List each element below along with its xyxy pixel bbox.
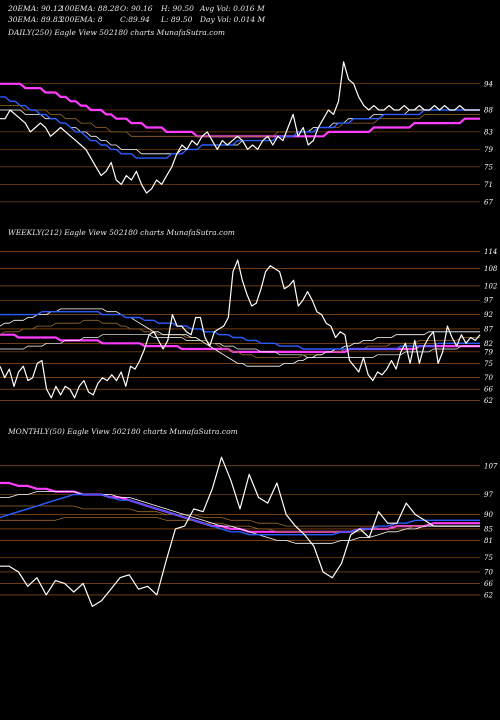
weekly-tick-label-108: 108 <box>484 265 498 273</box>
daily-tick-label-71: 71 <box>484 181 493 189</box>
daily-tick-label-83: 83 <box>484 128 493 136</box>
weekly-ema-line-5 <box>0 333 480 354</box>
close-stat: C:89.94 <box>120 15 150 24</box>
ema100-stat: 100EMA: 88.28 <box>60 4 120 13</box>
weekly-tick-label-70: 70 <box>484 374 493 382</box>
ema30-stat: 30EMA: 89.83 <box>8 15 63 24</box>
open-stat: O: 90.16 <box>120 4 153 13</box>
daily-ema-line-1 <box>0 96 480 159</box>
daily-ema-line-3 <box>0 105 480 137</box>
daily-tick-label-88: 88 <box>484 107 493 115</box>
daily-chart-title: DAILY(250) Eagle View 502180 charts Muna… <box>8 28 225 37</box>
monthly-tick-label-75: 75 <box>484 554 493 562</box>
monthly-tick-label-90: 90 <box>484 511 493 519</box>
weekly-price-line <box>0 259 481 399</box>
monthly-ema-line-2 <box>0 491 480 544</box>
weekly-tick-label-97: 97 <box>484 297 493 305</box>
weekly-ema-line-2 <box>0 308 480 367</box>
daily-price-line <box>0 61 480 194</box>
ema20-stat: 20EMA: 90.12 <box>8 4 63 13</box>
monthly-tick-label-107: 107 <box>484 462 498 470</box>
monthly-tick-label-81: 81 <box>484 537 493 545</box>
daily-chart: 94 88 83 79 75 71 67 <box>0 61 493 206</box>
daily-tick-label-94: 94 <box>484 80 493 88</box>
weekly-tick-label-102: 102 <box>484 282 498 290</box>
daily-tick-label-75: 75 <box>484 163 493 171</box>
ema200-stat: 200EMA: 8 <box>60 15 103 24</box>
monthly-chart: 107 97 90 85 81 75 70 66 62 <box>0 456 498 607</box>
weekly-tick-label-92: 92 <box>484 311 493 319</box>
weekly-tick-label-79: 79 <box>484 348 493 356</box>
monthly-ema-line-1 <box>0 493 480 536</box>
daily-tick-label-67: 67 <box>484 198 493 206</box>
monthly-tick-label-62: 62 <box>484 591 493 599</box>
monthly-price-line <box>0 456 480 607</box>
weekly-tick-label-62: 62 <box>484 397 493 405</box>
monthly-tick-label-70: 70 <box>484 568 493 576</box>
monthly-tick-label-97: 97 <box>484 491 493 499</box>
daily-tick-label-79: 79 <box>484 146 493 154</box>
weekly-tick-label-66: 66 <box>484 386 493 394</box>
avg-vol-stat: Avg Vol: 0.016 M <box>200 4 265 13</box>
weekly-ema-line-3 <box>0 319 480 358</box>
weekly-tick-label-114: 114 <box>484 248 497 256</box>
weekly-chart-title: WEEKLY(212) Eagle View 502180 charts Mun… <box>8 228 235 237</box>
monthly-tick-label-85: 85 <box>484 525 493 533</box>
weekly-tick-label-87: 87 <box>484 325 493 333</box>
weekly-tick-label-82: 82 <box>484 340 493 348</box>
monthly-ema-line-4 <box>0 505 480 527</box>
monthly-chart-title: MONTHLY(50) Eagle View 502180 charts Mun… <box>8 427 238 436</box>
monthly-tick-label-66: 66 <box>484 580 493 588</box>
high-stat: H: 90.50 <box>161 4 194 13</box>
weekly-tick-label-75: 75 <box>484 360 493 368</box>
low-stat: L: 89.50 <box>161 15 193 24</box>
weekly-ema-line-1 <box>0 310 480 350</box>
day-vol-stat: Day Vol: 0.014 M <box>200 15 266 24</box>
monthly-ema-line-3 <box>0 517 480 533</box>
